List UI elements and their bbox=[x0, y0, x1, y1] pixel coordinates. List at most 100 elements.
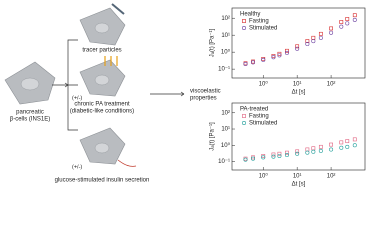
marker bbox=[318, 35, 323, 40]
legend-title: Healthy bbox=[240, 12, 260, 18]
nucleus bbox=[20, 77, 40, 91]
marker bbox=[261, 155, 266, 160]
secretion bbox=[117, 159, 137, 167]
marker bbox=[318, 31, 323, 36]
marker bbox=[339, 140, 344, 145]
step-label: chronic PA treatment bbox=[74, 102, 130, 108]
step-label: (diabetic-like conditions) bbox=[70, 109, 134, 115]
marker bbox=[251, 156, 256, 161]
nucleus bbox=[94, 22, 110, 34]
marker bbox=[311, 149, 316, 154]
marker bbox=[277, 151, 282, 156]
legend-entry: Stimulated bbox=[249, 26, 277, 32]
marker bbox=[284, 153, 289, 158]
marker bbox=[352, 13, 357, 18]
marker bbox=[352, 137, 357, 142]
marker bbox=[295, 46, 300, 51]
marker bbox=[277, 153, 282, 158]
arrow bbox=[52, 82, 69, 88]
marker bbox=[295, 149, 300, 154]
marker bbox=[305, 150, 310, 155]
result-label: viscoelastic bbox=[190, 89, 221, 95]
legend-entry: Fasting bbox=[249, 114, 269, 120]
fatty-acids bbox=[104, 56, 118, 66]
x-tick-label: 10¹ bbox=[293, 174, 302, 180]
marker bbox=[271, 152, 276, 157]
marker bbox=[345, 139, 350, 144]
marker bbox=[277, 51, 282, 56]
marker bbox=[261, 154, 266, 158]
marker bbox=[295, 151, 300, 156]
marker bbox=[284, 50, 289, 55]
marker bbox=[243, 157, 248, 162]
charts: 10⁰ 10¹ 10² 10⁻¹ 10⁰ 10¹ 10² Δt [s] Jₐ(t) [Pa⁻¹]… bbox=[210, 7, 366, 188]
marker bbox=[251, 155, 255, 160]
marker bbox=[305, 42, 310, 47]
marker bbox=[251, 60, 256, 65]
marker bbox=[271, 54, 276, 58]
marker bbox=[311, 39, 316, 44]
marker bbox=[271, 154, 276, 159]
x-tick-label: 10² bbox=[327, 174, 336, 180]
pipette bbox=[111, 3, 125, 15]
marker bbox=[242, 114, 246, 118]
plot-frame bbox=[231, 102, 366, 171]
y-axis-label: Jₐ(t) [Pa⁻¹] bbox=[210, 122, 216, 151]
y-tick-label: 10⁻¹ bbox=[218, 159, 230, 165]
legend-title: PA-treated bbox=[240, 107, 268, 113]
y-tick-label: 10¹ bbox=[221, 33, 230, 39]
x-axis-label: Δt [s] bbox=[292, 90, 306, 96]
marker bbox=[261, 57, 266, 62]
step-label: tracer particles bbox=[82, 48, 121, 54]
y-tick-label: 10⁻¹ bbox=[218, 67, 230, 73]
plot-frame bbox=[231, 7, 366, 79]
cell-label: pancreatic bbox=[16, 110, 44, 116]
marker bbox=[277, 53, 282, 58]
sign: (+/-) bbox=[72, 95, 82, 101]
marker bbox=[318, 144, 323, 149]
sign: (+/-) bbox=[72, 164, 82, 170]
marker bbox=[285, 150, 289, 155]
x-tick-label: 10⁰ bbox=[259, 173, 269, 180]
y-tick-label: 10² bbox=[221, 16, 230, 22]
x-tick-label: 10⁰ bbox=[259, 81, 269, 88]
marker bbox=[352, 143, 357, 148]
y-tick-label: 10⁰ bbox=[221, 49, 231, 56]
marker bbox=[311, 35, 316, 40]
arrow bbox=[67, 39, 78, 131]
marker bbox=[242, 19, 246, 23]
marker bbox=[271, 55, 276, 60]
marker bbox=[329, 147, 334, 152]
marker bbox=[242, 25, 247, 30]
legend-entry: Stimulated bbox=[249, 121, 277, 127]
figure: pancreatic β-cells (INS1E) tracer partic… bbox=[4, 3, 366, 188]
y-tick-label: 10⁰ bbox=[221, 142, 231, 149]
marker bbox=[285, 48, 289, 53]
marker bbox=[318, 148, 323, 153]
marker bbox=[345, 144, 350, 149]
cell-label: β-cells (INS1E) bbox=[10, 117, 50, 123]
marker bbox=[345, 21, 350, 26]
marker bbox=[242, 121, 247, 126]
nucleus bbox=[94, 74, 110, 86]
marker bbox=[339, 145, 344, 150]
marker bbox=[352, 17, 357, 22]
marker bbox=[339, 24, 344, 29]
x-tick-label: 10¹ bbox=[293, 82, 302, 88]
arrow bbox=[150, 91, 185, 97]
marker bbox=[305, 39, 310, 43]
x-axis-label: Δt [s] bbox=[292, 182, 306, 188]
marker bbox=[339, 20, 344, 24]
x-tick-label: 10² bbox=[327, 82, 336, 88]
y-tick-label: 10¹ bbox=[221, 127, 230, 133]
marker bbox=[243, 62, 248, 67]
y-tick-label: 10² bbox=[221, 110, 230, 116]
y-axis-label: Jₐ(t) [Pa⁻¹] bbox=[210, 28, 216, 57]
marker bbox=[329, 30, 334, 35]
legend-entry: Fasting bbox=[249, 19, 269, 25]
marker bbox=[295, 44, 300, 49]
result-label: properties bbox=[190, 96, 217, 102]
marker bbox=[345, 17, 350, 21]
step-label: glucose-stimulated insulin secretion bbox=[55, 178, 150, 184]
marker bbox=[311, 146, 316, 151]
